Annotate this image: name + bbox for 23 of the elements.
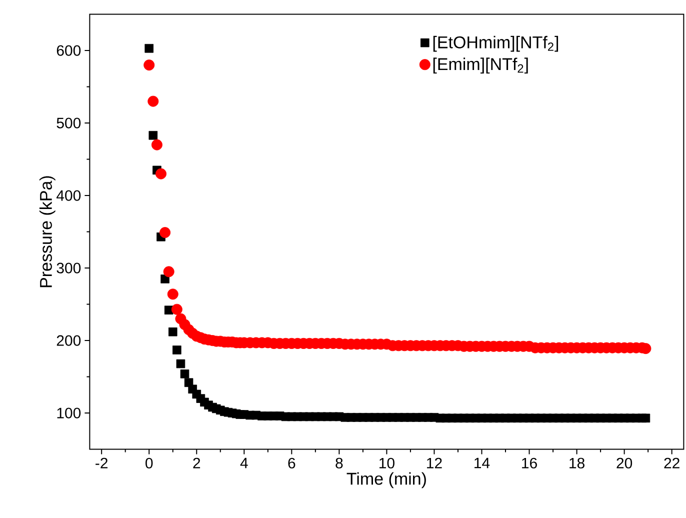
x-tick-label: 12	[427, 458, 442, 468]
y-tick-label: 100	[57, 408, 81, 418]
x-tick-label: 10	[380, 458, 394, 468]
y-tick-label: 500	[56, 118, 81, 128]
x-tick-label: 18	[570, 458, 584, 468]
x-tick-label: 14	[474, 458, 490, 468]
x-axis-title: Time (min)	[346, 472, 426, 488]
y-tick-label: 400	[56, 190, 81, 201]
x-tick-label: 4	[240, 458, 248, 468]
y-axis-title: Pressure (kPa)	[39, 176, 56, 288]
y-tick-label: 600	[56, 45, 81, 56]
x-tick-label: -2	[96, 458, 108, 468]
x-tick-label: 6	[288, 458, 296, 468]
y-tick-label: 300	[56, 262, 81, 274]
x-tick-label: 8	[336, 458, 343, 468]
legend-label: [EtOHmim][NTf$_{2}$]	[433, 36, 558, 52]
x-tick-label: 2	[193, 458, 200, 468]
x-tick-label: 16	[522, 458, 537, 468]
y-tick-label: 200	[56, 335, 81, 346]
x-tick-label: 20	[616, 458, 632, 468]
x-tick-label: 0	[146, 458, 153, 468]
x-tick-label: 22	[664, 458, 680, 468]
legend-label: [Emim][NTf$_{2}$]	[433, 58, 528, 74]
